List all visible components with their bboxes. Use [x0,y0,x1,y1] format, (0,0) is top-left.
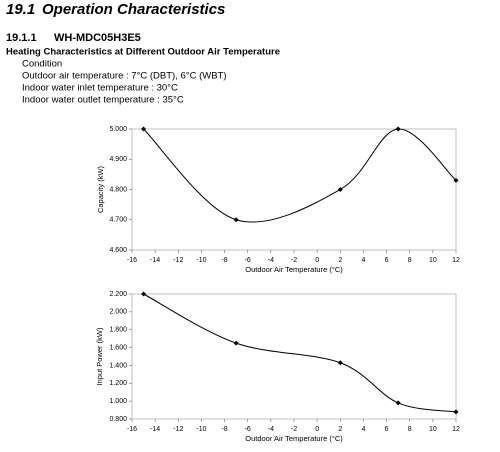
y-axis-label: Input Power (kW) [95,327,104,385]
x-tick-label: -2 [291,257,297,264]
x-tick-label: -4 [268,426,274,433]
y-axis-label: Capacity (kW) [96,165,105,213]
x-tick-label: -12 [173,257,183,264]
data-line [143,128,457,223]
subsection-number: 19.1.1 [6,32,37,44]
x-tick-label: 4 [361,257,365,264]
x-tick-label: 8 [408,426,412,433]
y-tick-label: 2.200 [109,291,127,298]
x-tick-label: 6 [385,426,389,433]
plot-frame [131,128,457,251]
section-title: Operation Characteristics [42,1,225,18]
x-axis-label: Outdoor Air Temperature (°C) [245,434,343,443]
data-point [233,217,239,223]
y-tick-label: 1.000 [109,398,127,405]
data-point [395,400,401,406]
x-tick-label: -4 [268,257,274,264]
y-tick-label: 2.000 [109,309,127,316]
y-tick-label: 1.400 [109,362,127,369]
condition-line: Outdoor air temperature : 7°C (DBT), 6°C… [22,71,227,82]
section-number: 19.1 [6,1,35,18]
x-tick-label: 12 [452,426,460,433]
x-tick-label: 2 [338,426,342,433]
x-tick-label: -16 [127,257,137,264]
y-tick-label: 1.600 [109,344,127,351]
x-tick-label: -14 [150,426,160,433]
y-tick-label: 1.200 [109,380,127,387]
data-point [141,126,147,132]
x-tick-label: 6 [385,257,389,264]
data-point [337,360,343,366]
x-tick-label: 8 [408,257,412,264]
x-tick-label: -14 [150,257,160,264]
data-point [337,187,343,192]
y-tick-label: 5.000 [109,126,127,133]
x-tick-label: 0 [315,257,319,264]
data-point [453,177,459,183]
x-tick-label: 2 [338,257,342,264]
data-point [395,126,401,132]
y-tick-label: 1.800 [109,327,127,334]
x-tick-label: -2 [291,426,297,433]
condition-line: Indoor water inlet temperature : 30°C [22,83,178,94]
data-point [453,409,459,415]
x-tick-label: 12 [452,257,460,264]
y-tick-label: 4.700 [109,217,127,224]
x-tick-label: 10 [429,426,437,433]
data-point [141,291,147,297]
heading: Heating Characteristics at Different Out… [6,47,280,58]
x-tick-label: -16 [127,426,137,433]
x-tick-label: -12 [173,426,183,433]
condition-line: Condition [22,59,62,70]
y-tick-label: 4.800 [109,186,127,193]
x-tick-label: -8 [221,426,227,433]
data-line [143,293,457,413]
x-tick-label: 10 [429,257,437,264]
model: WH-MDC05H3E5 [54,32,141,44]
x-tick-label: -10 [196,257,206,264]
y-tick-label: 4.900 [109,156,127,163]
plot-frame [131,293,457,420]
y-tick-label: 0.800 [109,416,127,423]
x-tick-label: 4 [361,426,365,433]
x-tick-label: -6 [245,257,251,264]
x-tick-label: -6 [245,426,251,433]
x-axis-label: Outdoor Air Temperature (°C) [245,265,343,274]
condition-line: Indoor water outlet temperature : 35°C [22,95,184,106]
x-tick-label: 0 [315,426,319,433]
x-tick-label: -8 [221,257,227,264]
y-tick-label: 4.600 [109,247,127,254]
x-tick-label: -10 [196,426,206,433]
data-point [233,340,239,346]
